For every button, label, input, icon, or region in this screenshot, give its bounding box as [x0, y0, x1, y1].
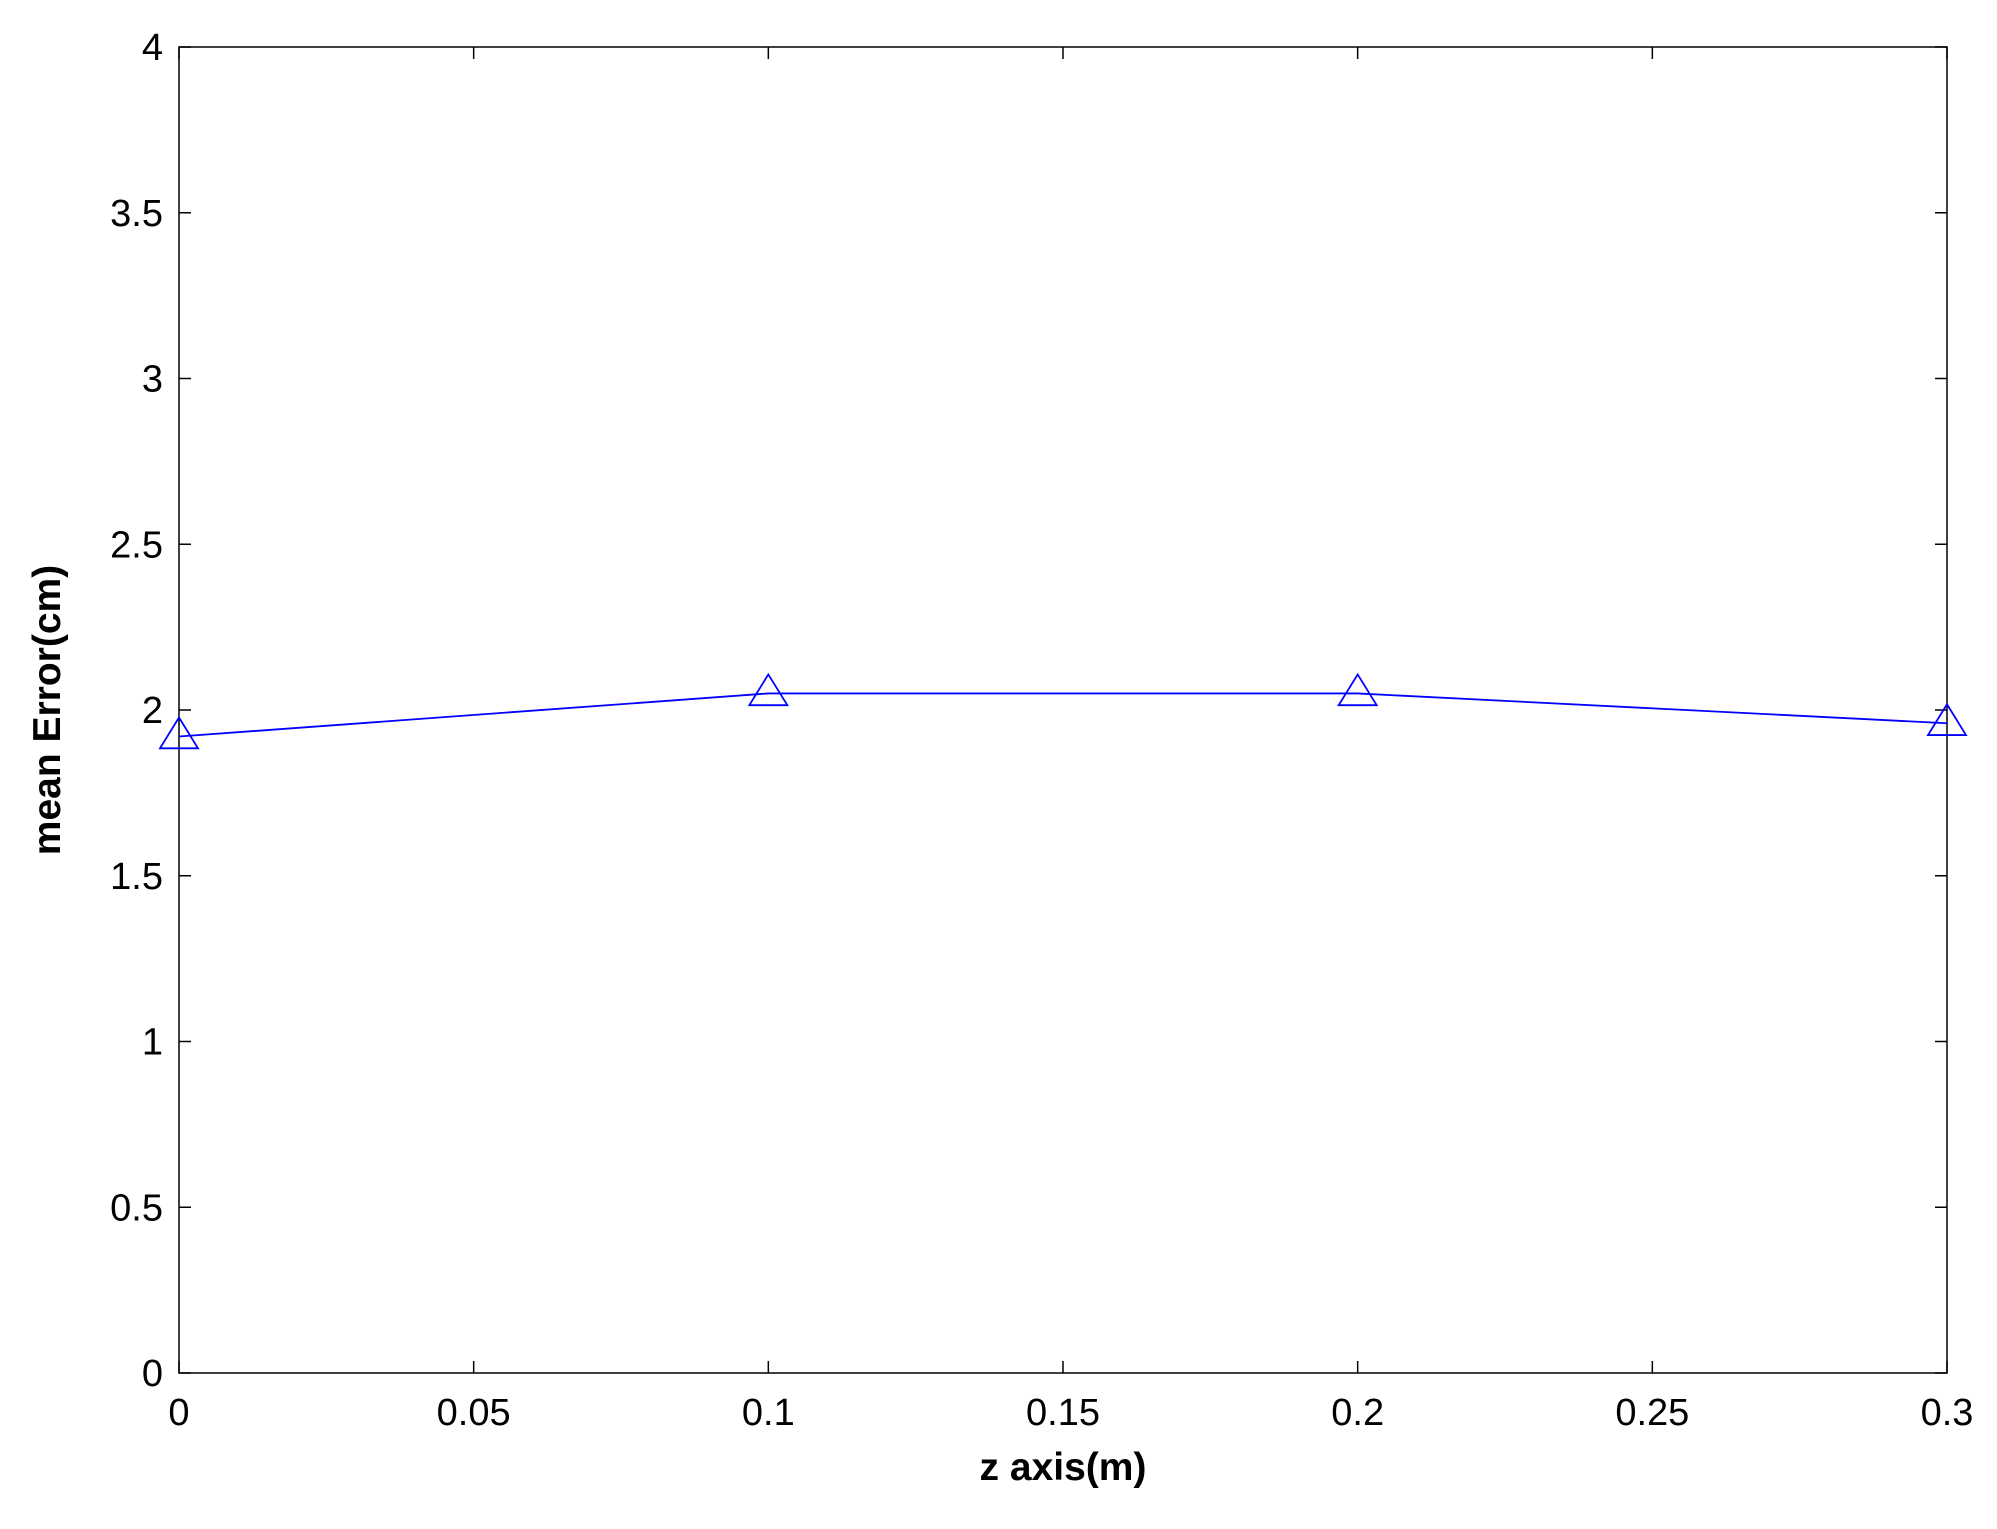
- y-tick-label: 2: [142, 690, 163, 732]
- x-tick-label: 0.1: [742, 1392, 795, 1434]
- y-tick-label: 1: [142, 1022, 163, 1064]
- y-tick-label: 0.5: [110, 1187, 163, 1229]
- x-tick-label: 0.15: [1026, 1392, 1100, 1434]
- x-tick-label: 0.25: [1615, 1392, 1689, 1434]
- marker: [1926, 702, 1968, 736]
- y-tick-label: 4: [142, 27, 163, 69]
- y-tick-label: 3.5: [110, 193, 163, 235]
- marker: [158, 715, 200, 750]
- x-axis-label: z axis(m): [980, 1446, 1147, 1489]
- y-tick-label: 3: [142, 359, 163, 401]
- data-line: [178, 692, 1948, 738]
- x-tick-label: 0.3: [1921, 1392, 1974, 1434]
- y-tick-label: 1.5: [110, 856, 163, 898]
- x-tick-label: 0: [168, 1392, 189, 1434]
- y-tick-label: 2.5: [110, 524, 163, 566]
- y-tick-label: 0: [142, 1353, 163, 1395]
- marker: [747, 672, 789, 707]
- marker: [1337, 672, 1379, 707]
- y-axis-label: mean Error(cm): [26, 565, 69, 855]
- x-tick-label: 0.2: [1331, 1392, 1384, 1434]
- x-tick-label: 0.05: [437, 1392, 511, 1434]
